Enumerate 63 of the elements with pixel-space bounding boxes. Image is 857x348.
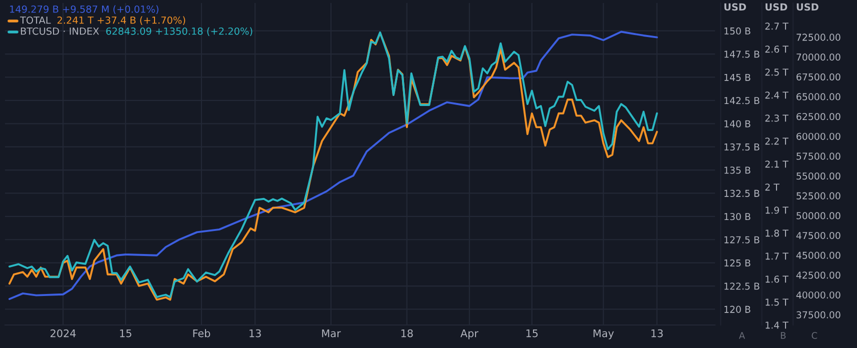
y3-tick-label: 40000.00	[796, 291, 840, 299]
text: A	[738, 332, 745, 339]
y-tick-label: 140 B	[724, 120, 750, 128]
x-tick-label: 13	[250, 329, 261, 338]
y2-tick-label: 2 T	[765, 184, 780, 191]
y3-tick-label: 67500.00	[796, 73, 840, 80]
y-tick-label: 120 B	[724, 306, 750, 313]
y3-tick-label: 60000.00	[796, 132, 840, 140]
annotation: 2.241 T +37.4 B (+1.70%)	[57, 16, 186, 25]
y-tick-label: 147.5 B	[724, 50, 760, 58]
x-tick-label: 13	[651, 329, 663, 338]
y2-axis-title: USD	[766, 3, 788, 11]
x-tick-label: Apr	[460, 329, 478, 340]
text: B	[780, 332, 786, 339]
x-tick-label: 2024	[50, 329, 76, 338]
y2-tick-label: 2.5 T	[765, 68, 788, 76]
y3-axis-title: USD	[796, 3, 818, 11]
x-tick-label: 15	[526, 329, 538, 338]
y3-tick-label: 52500.00	[796, 192, 840, 200]
x-tick-label: 15	[120, 329, 132, 338]
y2-tick-label: 1.9 T	[766, 206, 788, 214]
x-tick-label: 18	[401, 329, 413, 338]
y2-tick-label: 1.8 T	[766, 230, 788, 237]
y-tick-label: 142.5 B	[724, 97, 760, 104]
y2-tick-label: 2.2 T	[765, 138, 788, 145]
y-tick-label: 125 B	[724, 259, 750, 267]
annotation: 62843.09 +1350.18 (+2.20%)	[106, 27, 252, 36]
y2-tick-label: 2.7 T	[765, 22, 788, 30]
legend-label: BTCUSD · INDEX	[20, 27, 99, 35]
y2-tick-label: 1.4 T	[766, 322, 788, 329]
y2-tick-label: 1.5 T	[766, 298, 788, 306]
y2-tick-label: 2.4 T	[765, 92, 788, 99]
x-tick-label: Feb	[193, 329, 210, 338]
y3-tick-label: 45000.00	[796, 252, 840, 259]
y3-tick-label: 47500.00	[796, 232, 840, 240]
y2-tick-label: 2.6 T	[765, 46, 788, 53]
y2-tick-label: 2.3 T	[765, 114, 788, 122]
text: C	[812, 332, 818, 339]
y-tick-label: 137.5 B	[724, 143, 760, 151]
y-tick-label: 122.5 B	[724, 282, 760, 290]
y-tick-label: 130 B	[724, 213, 750, 220]
y-tick-label: 150 B	[724, 27, 750, 35]
y-tick-label: 145 B	[724, 74, 750, 81]
y3-tick-label: 57500.00	[796, 152, 840, 160]
y3-tick-label: 42500.00	[796, 272, 840, 279]
y2-tick-label: 1.6 T	[766, 276, 788, 283]
annotation: 149.279 B +9.587 M (+0.01%)	[10, 5, 158, 14]
y3-tick-label: 62500.00	[796, 112, 840, 120]
y-tick-label: 132.5 B	[724, 190, 760, 197]
y3-tick-label: 37500.00	[796, 311, 840, 318]
y3-tick-label: 55000.00	[796, 172, 840, 180]
x-tick-label: Mar	[322, 329, 341, 338]
legend-label: TOTAL	[20, 16, 51, 24]
y3-tick-label: 65000.00	[796, 93, 840, 100]
y3-tick-label: 50000.00	[796, 212, 840, 220]
y-tick-label: 127.5 B	[724, 236, 760, 244]
y-tick-label: 135 B	[724, 166, 750, 174]
y3-tick-label: 72500.00	[796, 34, 840, 41]
y2-tick-label: 1.7 T	[766, 252, 788, 260]
y2-tick-label: 2.1 T	[765, 160, 788, 168]
x-tick-label: May	[594, 329, 614, 340]
y3-tick-label: 70000.00	[796, 54, 840, 61]
y-axis-title: USD	[724, 3, 746, 11]
